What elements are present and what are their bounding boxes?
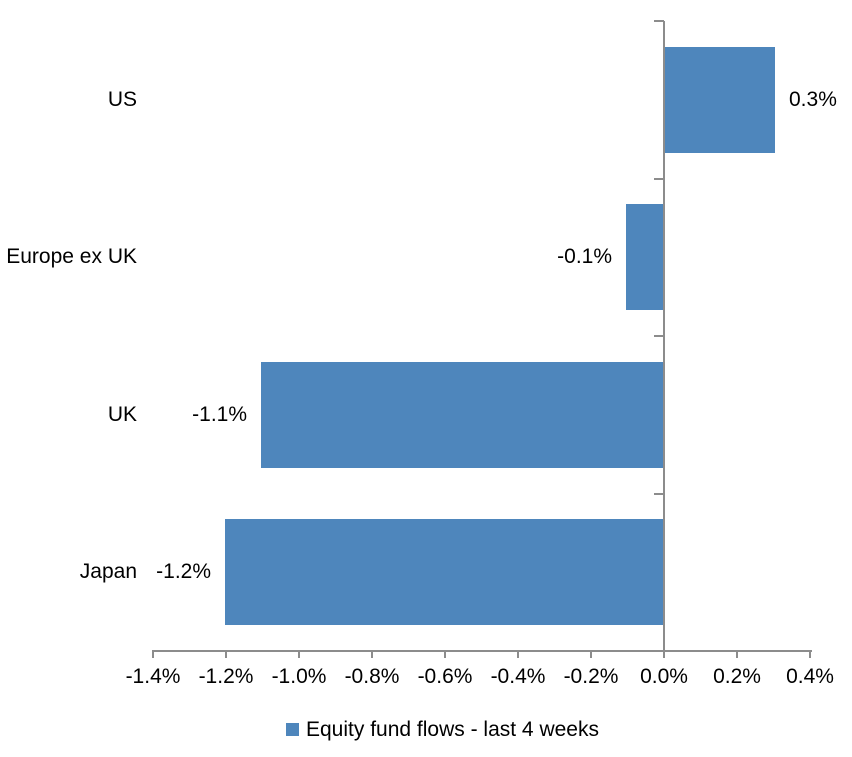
category-label: Europe ex UK: [6, 245, 137, 268]
value-label: -1.1%: [192, 403, 247, 426]
x-axis-tick: [517, 651, 519, 658]
category-label: US: [107, 88, 137, 111]
category-label: UK: [107, 403, 137, 426]
category-axis-tick: [654, 335, 664, 337]
x-tick-label: 0.2%: [713, 665, 761, 688]
category-label: Japan: [79, 560, 137, 583]
value-label: -1.2%: [156, 560, 211, 583]
x-tick-label: -1.2%: [198, 665, 254, 688]
category-axis-tick: [654, 493, 664, 495]
x-tick-label: -0.6%: [417, 665, 473, 688]
x-axis-tick: [152, 651, 154, 658]
x-axis-tick: [225, 651, 227, 658]
x-tick-label: 0.4%: [786, 665, 834, 688]
bar: [225, 519, 663, 625]
x-axis-tick: [298, 651, 300, 658]
x-tick-label: -1.4%: [125, 665, 181, 688]
bar: [261, 362, 663, 468]
x-axis-tick: [590, 651, 592, 658]
legend-swatch-icon: [286, 723, 299, 736]
bar: [626, 204, 663, 310]
bar: [665, 47, 775, 153]
x-tick-label: -1.0%: [271, 665, 327, 688]
x-axis-line: [152, 650, 812, 652]
x-axis-tick: [444, 651, 446, 658]
category-axis-line: [663, 21, 665, 658]
value-label: 0.3%: [789, 88, 837, 111]
x-axis-tick: [809, 651, 811, 658]
x-axis-tick: [736, 651, 738, 658]
category-axis-tick: [654, 178, 664, 180]
legend: Equity fund flows - last 4 weeks: [286, 716, 599, 743]
category-axis-tick: [654, 20, 664, 22]
x-tick-label: -0.2%: [563, 665, 619, 688]
legend-label: Equity fund flows - last 4 weeks: [306, 718, 599, 741]
x-tick-label: -0.8%: [344, 665, 400, 688]
x-axis-tick: [371, 651, 373, 658]
x-tick-label: -0.4%: [490, 665, 546, 688]
value-label: -0.1%: [557, 245, 612, 268]
x-tick-label: 0.0%: [640, 665, 688, 688]
